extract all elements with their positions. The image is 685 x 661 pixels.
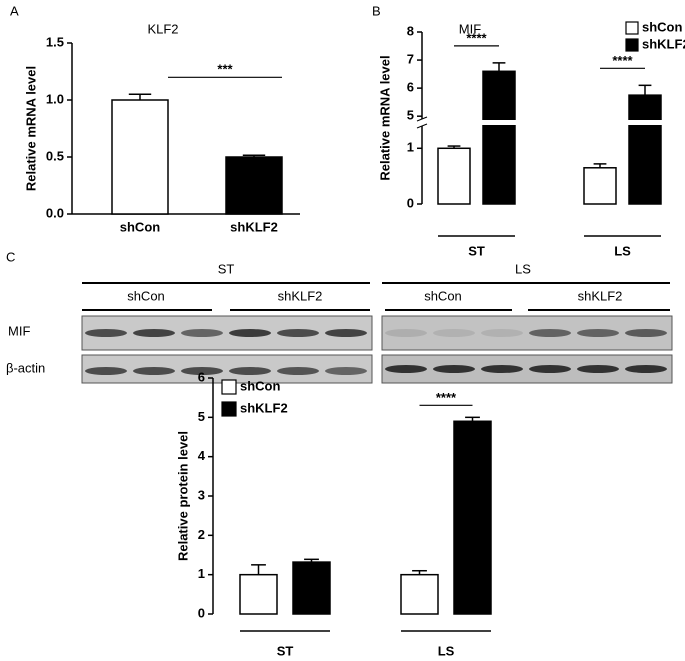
axis-break-mark xyxy=(416,116,428,122)
y-tick-label: 1 xyxy=(407,140,414,155)
blot-group: shKLF2 xyxy=(278,288,323,303)
blot-treatment: ST xyxy=(218,261,235,276)
y-tick-label: 5 xyxy=(407,108,414,123)
blot-band xyxy=(181,367,223,375)
y-tick-label: 7 xyxy=(407,52,414,67)
blot-band xyxy=(325,329,367,337)
y-tick-label: 5 xyxy=(198,409,205,424)
blot-band xyxy=(229,367,271,375)
blot-image xyxy=(81,315,373,351)
blot-band xyxy=(529,329,571,337)
significance-label: **** xyxy=(612,53,633,68)
y-axis-label: Relative protein level xyxy=(175,431,190,561)
chart-title: KLF2 xyxy=(147,21,178,36)
blot-band xyxy=(325,367,367,375)
bar xyxy=(628,94,662,205)
blot-band xyxy=(577,365,619,373)
bar xyxy=(437,147,471,205)
blot-band xyxy=(85,329,127,337)
x-tick-label: ST xyxy=(468,243,485,258)
bar xyxy=(292,561,331,615)
bar xyxy=(111,99,169,215)
blot-group: shCon xyxy=(127,288,165,303)
y-tick-label: 1.0 xyxy=(46,91,64,106)
y-tick-label: 0 xyxy=(198,605,205,620)
blot-band xyxy=(133,367,175,375)
blot-band xyxy=(133,329,175,337)
y-tick-label: 2 xyxy=(198,527,205,542)
blot-band xyxy=(85,367,127,375)
blot-band xyxy=(277,329,319,337)
legend-swatch xyxy=(221,401,237,417)
blot-treatment: LS xyxy=(515,261,531,276)
legend-swatch xyxy=(625,38,639,52)
legend-label: shCon xyxy=(642,19,683,34)
legend-label: shKLF2 xyxy=(642,36,685,51)
y-tick-label: 3 xyxy=(198,487,205,502)
significance-label: **** xyxy=(436,390,457,405)
blot-band xyxy=(433,329,475,337)
axis-break-mark xyxy=(416,123,428,129)
blot-band xyxy=(481,365,523,373)
blot-bands xyxy=(85,329,667,375)
legend-swatch xyxy=(221,379,237,395)
blot-band xyxy=(385,365,427,373)
blot-image xyxy=(81,354,373,384)
panel-label: C xyxy=(6,249,15,264)
x-tick-label: shCon xyxy=(120,219,161,234)
y-tick-label: 6 xyxy=(407,80,414,95)
x-tick-label: ST xyxy=(277,643,294,658)
bar xyxy=(239,573,278,615)
blot-group: shCon xyxy=(424,288,462,303)
y-tick-label: 6 xyxy=(198,369,205,384)
panel-label: A xyxy=(10,3,19,18)
y-tick-label: 1.5 xyxy=(46,34,64,49)
bar xyxy=(482,70,516,205)
blot-band xyxy=(481,329,523,337)
y-tick-label: 1 xyxy=(198,566,205,581)
bar xyxy=(225,156,283,215)
x-tick-label: LS xyxy=(614,243,631,258)
blot-band xyxy=(625,329,667,337)
blot-row-label: β-actin xyxy=(6,360,45,375)
legend-swatch xyxy=(625,21,639,35)
y-axis-label: Relative mRNA level xyxy=(377,55,392,180)
y-tick-label: 8 xyxy=(407,23,414,38)
legend-label: shKLF2 xyxy=(240,400,288,415)
blot-band xyxy=(385,329,427,337)
blot-band xyxy=(229,329,271,337)
y-tick-label: 4 xyxy=(198,448,206,463)
blot-row-label: MIF xyxy=(8,323,30,338)
blot-image xyxy=(381,354,673,384)
blot-image xyxy=(381,315,673,351)
significance-label: *** xyxy=(217,62,233,77)
blot-band xyxy=(529,365,571,373)
y-axis-label: Relative mRNA level xyxy=(23,66,38,191)
blot-band xyxy=(625,365,667,373)
chart-title: MIF xyxy=(459,21,481,36)
x-tick-label: LS xyxy=(438,643,455,658)
blot-band xyxy=(181,329,223,337)
blot-band xyxy=(277,367,319,375)
axis-break xyxy=(424,120,672,125)
blot-band xyxy=(433,365,475,373)
bar xyxy=(453,420,492,615)
blot-group: shKLF2 xyxy=(578,288,623,303)
bar xyxy=(583,167,617,205)
significance-label: **** xyxy=(466,30,487,45)
x-tick-label: shKLF2 xyxy=(230,219,278,234)
bar xyxy=(400,573,439,615)
y-tick-label: 0.5 xyxy=(46,148,64,163)
legend-label: shCon xyxy=(240,378,281,393)
blot-band xyxy=(577,329,619,337)
panel-label: B xyxy=(372,3,381,18)
y-tick-label: 0 xyxy=(407,195,414,210)
y-tick-label: 0.0 xyxy=(46,205,64,220)
